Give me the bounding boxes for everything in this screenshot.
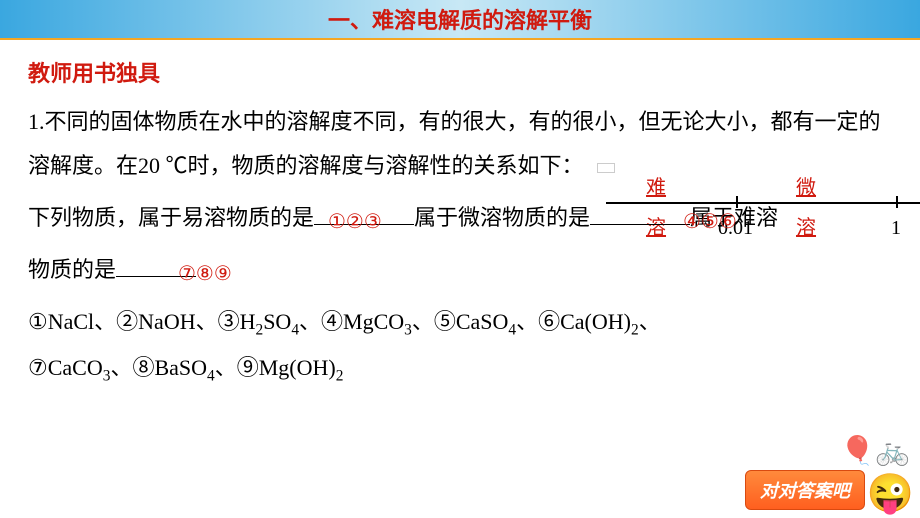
smiley-icon: 😜 <box>867 472 914 516</box>
chem-l2-c: 、⑨Mg(OH) <box>215 355 336 380</box>
chem-l1-b: SO <box>263 309 291 334</box>
content-area: 教师用书独具 1.不同的固体物质在水中的溶解度不同，有的很大，有的很小，但无论大… <box>0 40 920 392</box>
blank-1 <box>314 194 414 225</box>
paragraph-3: 物质的是 ⑦⑧⑨ <box>28 246 892 292</box>
check-answer-button[interactable]: 对对答案吧 <box>745 470 865 510</box>
chem-line-2: ⑦CaCO3、⑧BaSO4、⑨Mg(OH)2 <box>28 346 892 392</box>
sub: 4 <box>508 321 516 338</box>
chem-l1-d: 、⑤CaSO <box>412 309 509 334</box>
solubility-diagram: 难溶 微溶 可溶 易溶 溶解性 0.01 1 10 溶解度/g <box>597 163 615 173</box>
chem-l1-e: 、⑥Ca(OH) <box>516 309 631 334</box>
sub: 4 <box>207 367 215 384</box>
p2-a: 下列物质，属于易溶物质的是 <box>28 205 314 230</box>
page-title: 一、难溶电解质的溶解平衡 <box>328 3 592 35</box>
chemical-list: ①NaCl、②NaOH、③H2SO4、④MgCO3、⑤CaSO4、⑥Ca(OH)… <box>28 300 892 392</box>
sub-header: 教师用书独具 <box>28 52 892 96</box>
sub: 2 <box>336 367 344 384</box>
header-bar: 一、难溶电解质的溶解平衡 <box>0 0 920 40</box>
p2-mid: 属于微溶物质的是 <box>414 205 590 230</box>
chem-line-1: ①NaCl、②NaOH、③H2SO4、④MgCO3、⑤CaSO4、⑥Ca(OH)… <box>28 300 892 346</box>
chem-l2-a: ⑦CaCO <box>28 355 103 380</box>
p3-a: 物质的是 <box>28 257 116 282</box>
p2-b: 属于难溶 <box>690 205 778 230</box>
sub: 4 <box>291 321 299 338</box>
chem-l1-f: 、 <box>639 309 661 334</box>
chem-l2-b: 、⑧BaSO <box>110 355 207 380</box>
paragraph-1: 1.不同的固体物质在水中的溶解度不同，有的很大，有的很小，但无论大小，都有一定的… <box>28 100 892 188</box>
chem-l1-c: 、④MgCO <box>299 309 404 334</box>
blank-2 <box>590 194 690 225</box>
chem-l1-a: ①NaCl、②NaOH、③H <box>28 309 255 334</box>
paragraph-1-text: 1.不同的固体物质在水中的溶解度不同，有的很大，有的很小，但无论大小，都有一定的… <box>28 109 881 178</box>
blank-3 <box>116 246 196 277</box>
paragraph-2: 下列物质，属于易溶物质的是属于微溶物质的是属于难溶 ①②③ ④⑤⑥ <box>28 194 892 240</box>
decoration-icon: 🎈🚲 <box>840 434 910 468</box>
tick-2 <box>896 196 898 208</box>
sub: 3 <box>404 321 412 338</box>
tick-label-2: 1 <box>891 208 901 248</box>
sub: 2 <box>631 321 639 338</box>
